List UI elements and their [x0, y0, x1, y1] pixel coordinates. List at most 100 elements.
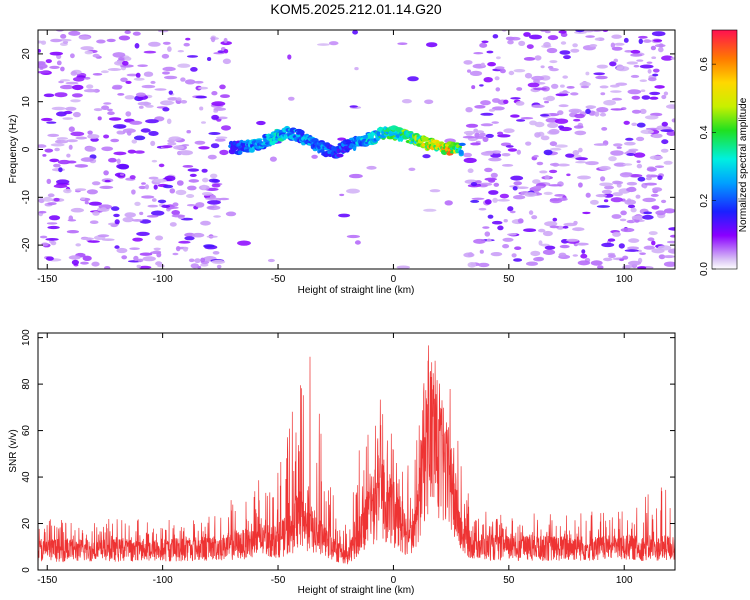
noise-cell	[166, 118, 172, 125]
noise-cell	[183, 42, 190, 47]
noise-cell	[619, 172, 632, 178]
noise-cell	[516, 149, 521, 155]
noise-cell	[611, 46, 623, 51]
noise-cell	[114, 219, 120, 225]
noise-cell	[426, 42, 438, 48]
noise-cell	[643, 211, 653, 215]
noise-cell	[190, 67, 198, 72]
noise-cell	[171, 210, 180, 216]
noise-cell	[117, 164, 130, 170]
noise-cell	[465, 132, 473, 136]
noise-cell	[133, 255, 139, 261]
y-tick-label: 20	[21, 48, 32, 60]
colorbar-tick-label: 0.2	[699, 193, 710, 207]
noise-cell	[516, 87, 523, 91]
noise-cell	[575, 161, 587, 164]
noise-cell	[544, 175, 550, 180]
noise-cell	[184, 79, 196, 85]
noise-cell	[122, 128, 136, 133]
noise-cell	[527, 82, 540, 88]
noise-cell	[488, 179, 496, 183]
bottom-y-ticks: 0 20 40 60 80 100	[21, 329, 675, 573]
noise-cell	[545, 95, 555, 102]
noise-cell	[137, 101, 152, 106]
noise-cell	[628, 186, 636, 191]
noise-cell	[661, 199, 667, 204]
noise-cell	[467, 262, 477, 268]
y-tick-label: 0	[21, 567, 32, 573]
signal-cell	[352, 145, 357, 151]
noise-cell	[157, 199, 167, 204]
noise-cell	[256, 120, 266, 126]
noise-cell	[182, 165, 194, 168]
noise-cell	[618, 243, 625, 249]
x-tick-label: 100	[616, 575, 633, 586]
noise-cell	[628, 260, 641, 266]
noise-cell	[38, 70, 50, 74]
noise-cell	[485, 133, 494, 138]
noise-cell	[548, 128, 560, 135]
noise-cell	[544, 100, 549, 104]
noise-cell	[594, 37, 601, 41]
noise-cell	[610, 108, 624, 111]
noise-cell	[162, 41, 171, 45]
noise-cell	[45, 238, 59, 241]
noise-cell	[642, 197, 656, 203]
noise-cell	[338, 213, 351, 218]
noise-cell	[630, 74, 640, 78]
chart-title: KOM5.2025.212.01.14.G20	[270, 1, 441, 17]
noise-cell	[87, 134, 100, 139]
noise-cell	[528, 210, 534, 215]
noise-cell	[596, 205, 611, 208]
noise-cell	[642, 214, 654, 220]
noise-cell	[167, 141, 177, 146]
noise-cell	[652, 73, 659, 77]
noise-cell	[488, 157, 502, 162]
noise-cell	[594, 111, 600, 117]
noise-cell	[554, 118, 569, 124]
noise-cell	[118, 57, 126, 61]
noise-cell	[505, 145, 514, 148]
noise-cell	[590, 199, 599, 205]
noise-cell	[630, 53, 643, 57]
noise-cell	[491, 220, 503, 225]
noise-cell	[644, 115, 659, 120]
noise-cell	[510, 97, 521, 100]
noise-cell	[515, 101, 525, 106]
noise-cell	[127, 149, 136, 154]
noise-cell	[635, 194, 641, 199]
noise-cell	[195, 95, 208, 99]
noise-cell	[623, 141, 636, 146]
noise-cell	[612, 231, 621, 237]
noise-cell	[213, 107, 226, 111]
noise-cell	[60, 84, 74, 90]
noise-cell	[549, 60, 558, 64]
noise-cell	[148, 131, 159, 136]
noise-cell	[51, 106, 66, 111]
noise-cell	[559, 50, 571, 55]
noise-cell	[212, 251, 220, 255]
noise-cell	[610, 90, 622, 93]
signal-cell	[362, 135, 370, 139]
noise-cell	[509, 210, 516, 214]
noise-cell	[349, 105, 358, 108]
noise-cell	[150, 140, 156, 146]
noise-cell	[54, 147, 60, 152]
noise-cell	[217, 116, 228, 120]
signal-cell	[237, 150, 243, 155]
noise-cell	[652, 133, 663, 139]
noise-cell	[494, 76, 500, 81]
colorbar	[712, 30, 737, 269]
noise-cell	[141, 84, 156, 89]
noise-cell	[600, 176, 606, 182]
noise-cell	[599, 182, 613, 187]
noise-cell	[633, 152, 646, 158]
noise-cell	[136, 231, 150, 236]
noise-cell	[619, 258, 624, 262]
noise-cell	[503, 99, 509, 105]
noise-cell	[354, 67, 359, 71]
noise-cell	[424, 99, 434, 105]
noise-cell	[661, 139, 669, 145]
noise-cell	[507, 40, 514, 45]
noise-cell	[138, 105, 144, 109]
